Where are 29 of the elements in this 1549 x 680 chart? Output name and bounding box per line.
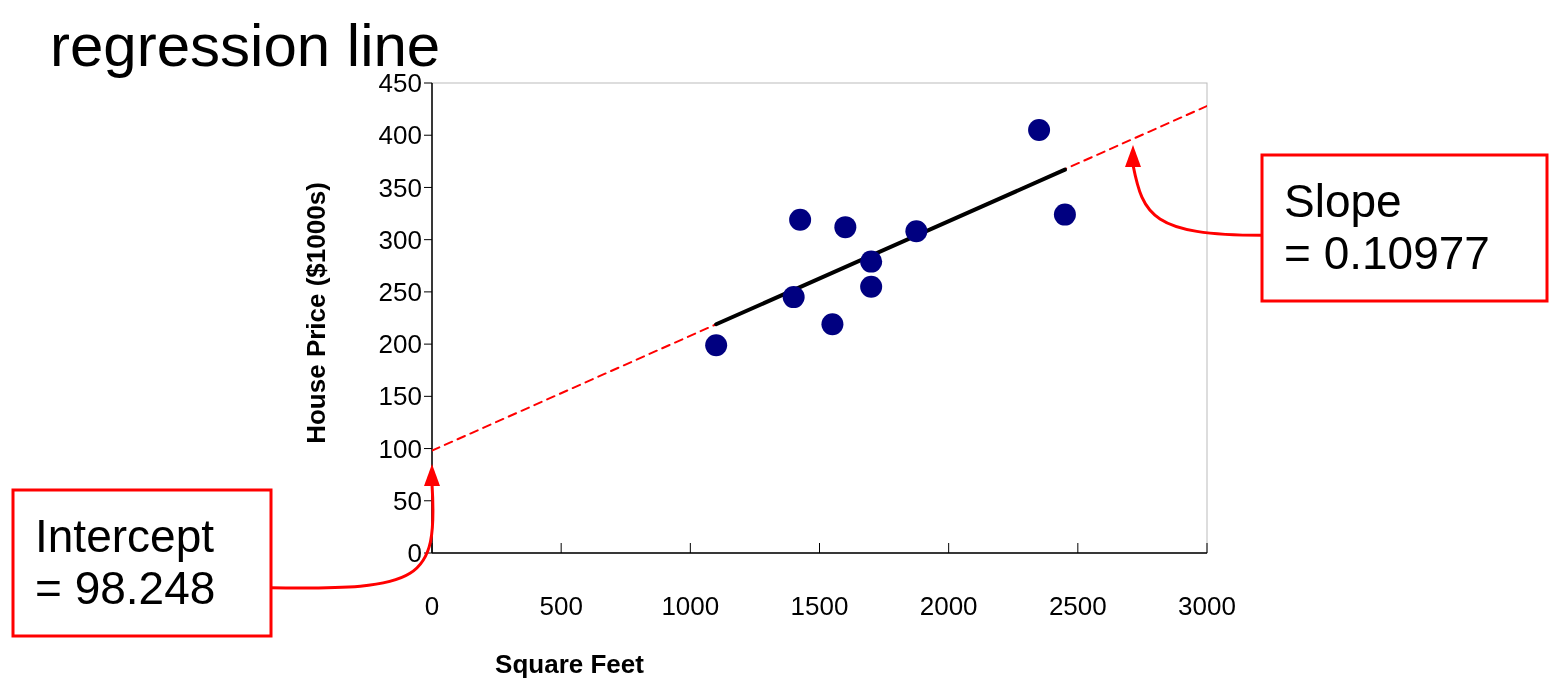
x-tick-label: 1500 bbox=[790, 591, 849, 621]
y-tick-label: 200 bbox=[378, 329, 422, 360]
point bbox=[1028, 119, 1051, 141]
point bbox=[789, 208, 812, 231]
point bbox=[705, 334, 728, 357]
text: Intercept = 98.248 bbox=[35, 510, 216, 614]
y-tick-label: 150 bbox=[378, 381, 422, 412]
point bbox=[905, 220, 928, 243]
text: Slope = 0.10977 bbox=[1284, 175, 1490, 279]
point bbox=[821, 313, 844, 336]
x-tick-label: 1000 bbox=[661, 591, 720, 621]
x-tick-label: 2000 bbox=[919, 591, 978, 621]
point bbox=[1053, 203, 1076, 226]
point bbox=[834, 216, 857, 239]
x-tick-label: 500 bbox=[539, 591, 583, 621]
y-tick-label: 300 bbox=[378, 224, 422, 255]
y-tick-label: 350 bbox=[378, 172, 422, 203]
x-axis-title: Square Feet bbox=[495, 649, 645, 679]
point bbox=[782, 286, 805, 309]
point bbox=[860, 275, 883, 298]
x-tick-label: 3000 bbox=[1178, 591, 1236, 621]
x-tick-label: 2500 bbox=[1048, 591, 1107, 621]
y-tick-label: 100 bbox=[378, 433, 422, 464]
y-tick-label: 0 bbox=[407, 538, 422, 569]
point bbox=[860, 250, 883, 273]
y-tick-label: 50 bbox=[393, 485, 422, 516]
y-tick-label: 400 bbox=[378, 120, 422, 151]
y-axis-title: House Price ($1000s) bbox=[301, 182, 331, 444]
y-tick-label: 250 bbox=[378, 276, 422, 307]
